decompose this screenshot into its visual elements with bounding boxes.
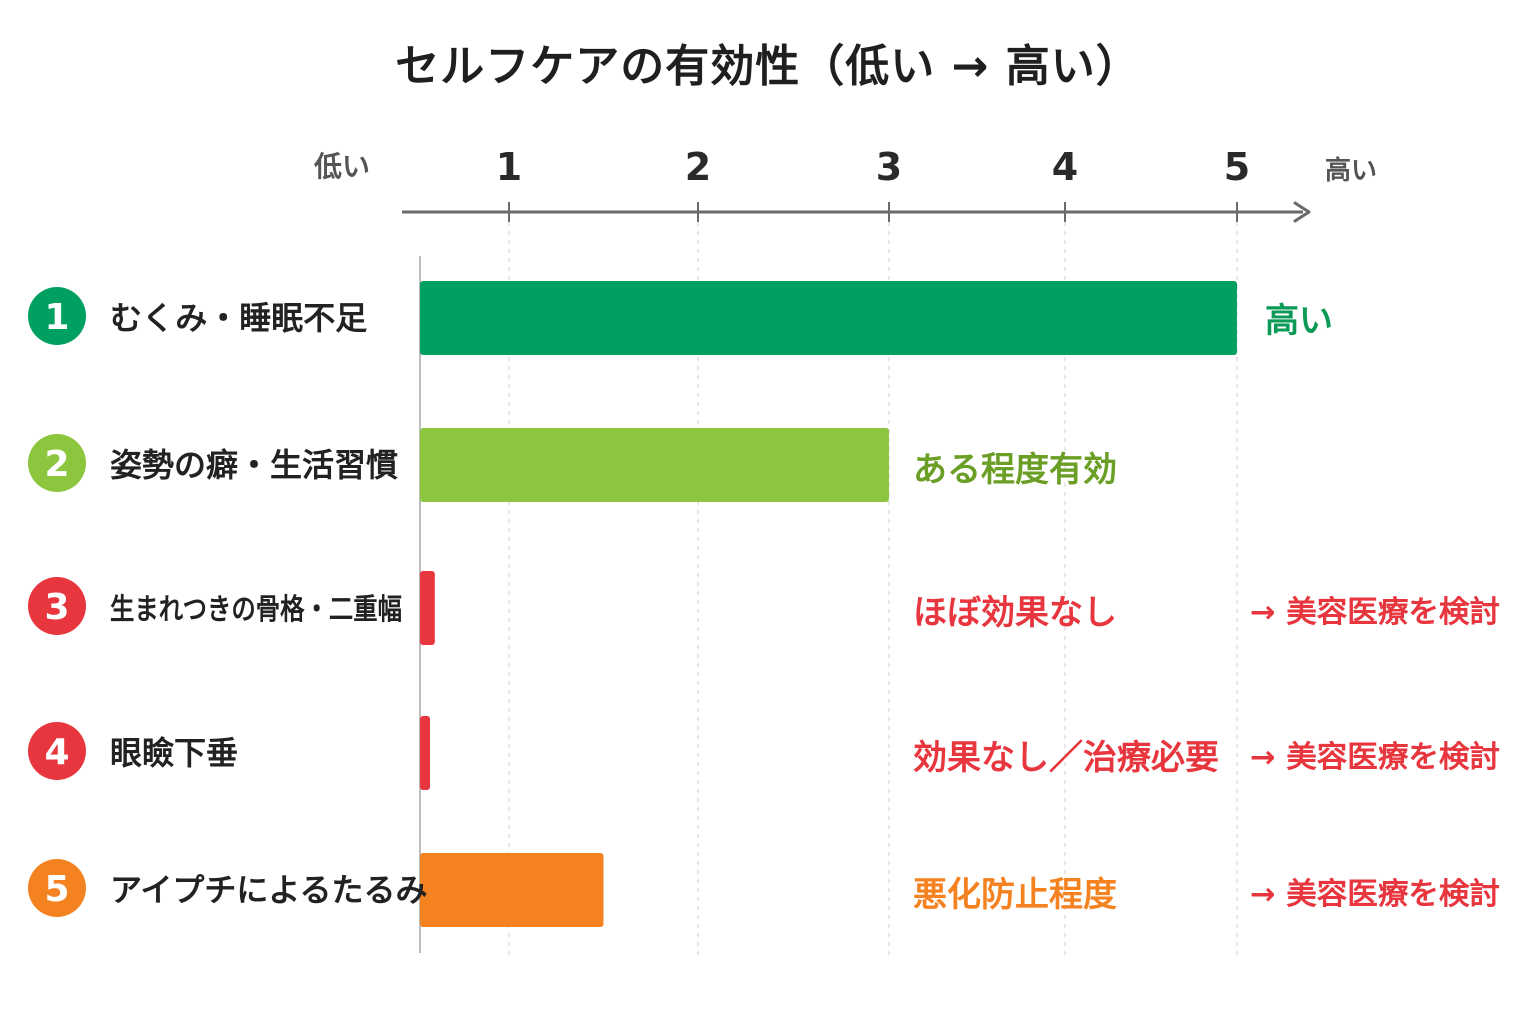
bars bbox=[420, 281, 1237, 927]
chart-title: セルフケアの有効性（低い → 高い） bbox=[395, 41, 1141, 92]
tick-label-1: 1 bbox=[496, 145, 522, 189]
bar-2 bbox=[420, 428, 889, 502]
bar-5 bbox=[420, 853, 604, 927]
category-label-5: アイプチによるたるみ bbox=[110, 871, 427, 909]
number-badge-2 bbox=[28, 434, 86, 492]
note-label-4: → 美容医療を検討 bbox=[1250, 740, 1500, 775]
number-badge-1 bbox=[28, 287, 86, 345]
effect-label-5: 悪化防止程度 bbox=[913, 875, 1117, 915]
note-label-5: → 美容医療を検討 bbox=[1250, 877, 1500, 912]
number-badge-text-4: 4 bbox=[44, 732, 69, 773]
tick-label-3: 3 bbox=[876, 145, 902, 189]
category-label-2: 姿勢の癖・生活習慣 bbox=[110, 446, 398, 484]
number-badge-4 bbox=[28, 722, 86, 780]
effect-label-1: 高い bbox=[1265, 301, 1333, 341]
axis-low-label: 低い bbox=[313, 150, 370, 183]
bar-4 bbox=[420, 716, 430, 790]
effect-label-4: 効果なし／治療必要 bbox=[913, 738, 1219, 778]
number-badge-text-2: 2 bbox=[44, 444, 69, 485]
effect-label-2: ある程度有効 bbox=[913, 450, 1117, 490]
bar-3 bbox=[420, 571, 435, 645]
category-label-4: 眼瞼下垂 bbox=[110, 734, 238, 772]
number-badge-text-3: 3 bbox=[44, 587, 69, 628]
note-label-3: → 美容医療を検討 bbox=[1250, 595, 1500, 630]
tick-label-4: 4 bbox=[1052, 145, 1078, 189]
tick-label-2: 2 bbox=[685, 145, 711, 189]
axis-high-label: 高い bbox=[1325, 155, 1377, 186]
tick-label-5: 5 bbox=[1224, 145, 1250, 189]
axis-arrow-icon bbox=[1293, 201, 1311, 223]
number-badge-text-5: 5 bbox=[44, 869, 69, 910]
category-label-1: むくみ・睡眠不足 bbox=[110, 299, 367, 337]
effect-label-3: ほぼ効果なし bbox=[913, 593, 1117, 633]
number-badge-5 bbox=[28, 859, 86, 917]
x-axis: 1 2 3 4 5低い 高い bbox=[313, 145, 1377, 953]
number-badge-text-1: 1 bbox=[44, 297, 69, 338]
grid-lines bbox=[508, 222, 1238, 958]
number-badge-3 bbox=[28, 577, 86, 635]
bar-1 bbox=[420, 281, 1237, 355]
category-label-3: 生まれつきの骨格・二重幅 bbox=[110, 592, 402, 626]
category-labels: 1 むくみ・睡眠不足 高い 2 姿勢の癖・生活習慣 ある程度有効 3 生まれつきの骨格・二重幅… bbox=[28, 287, 1500, 917]
